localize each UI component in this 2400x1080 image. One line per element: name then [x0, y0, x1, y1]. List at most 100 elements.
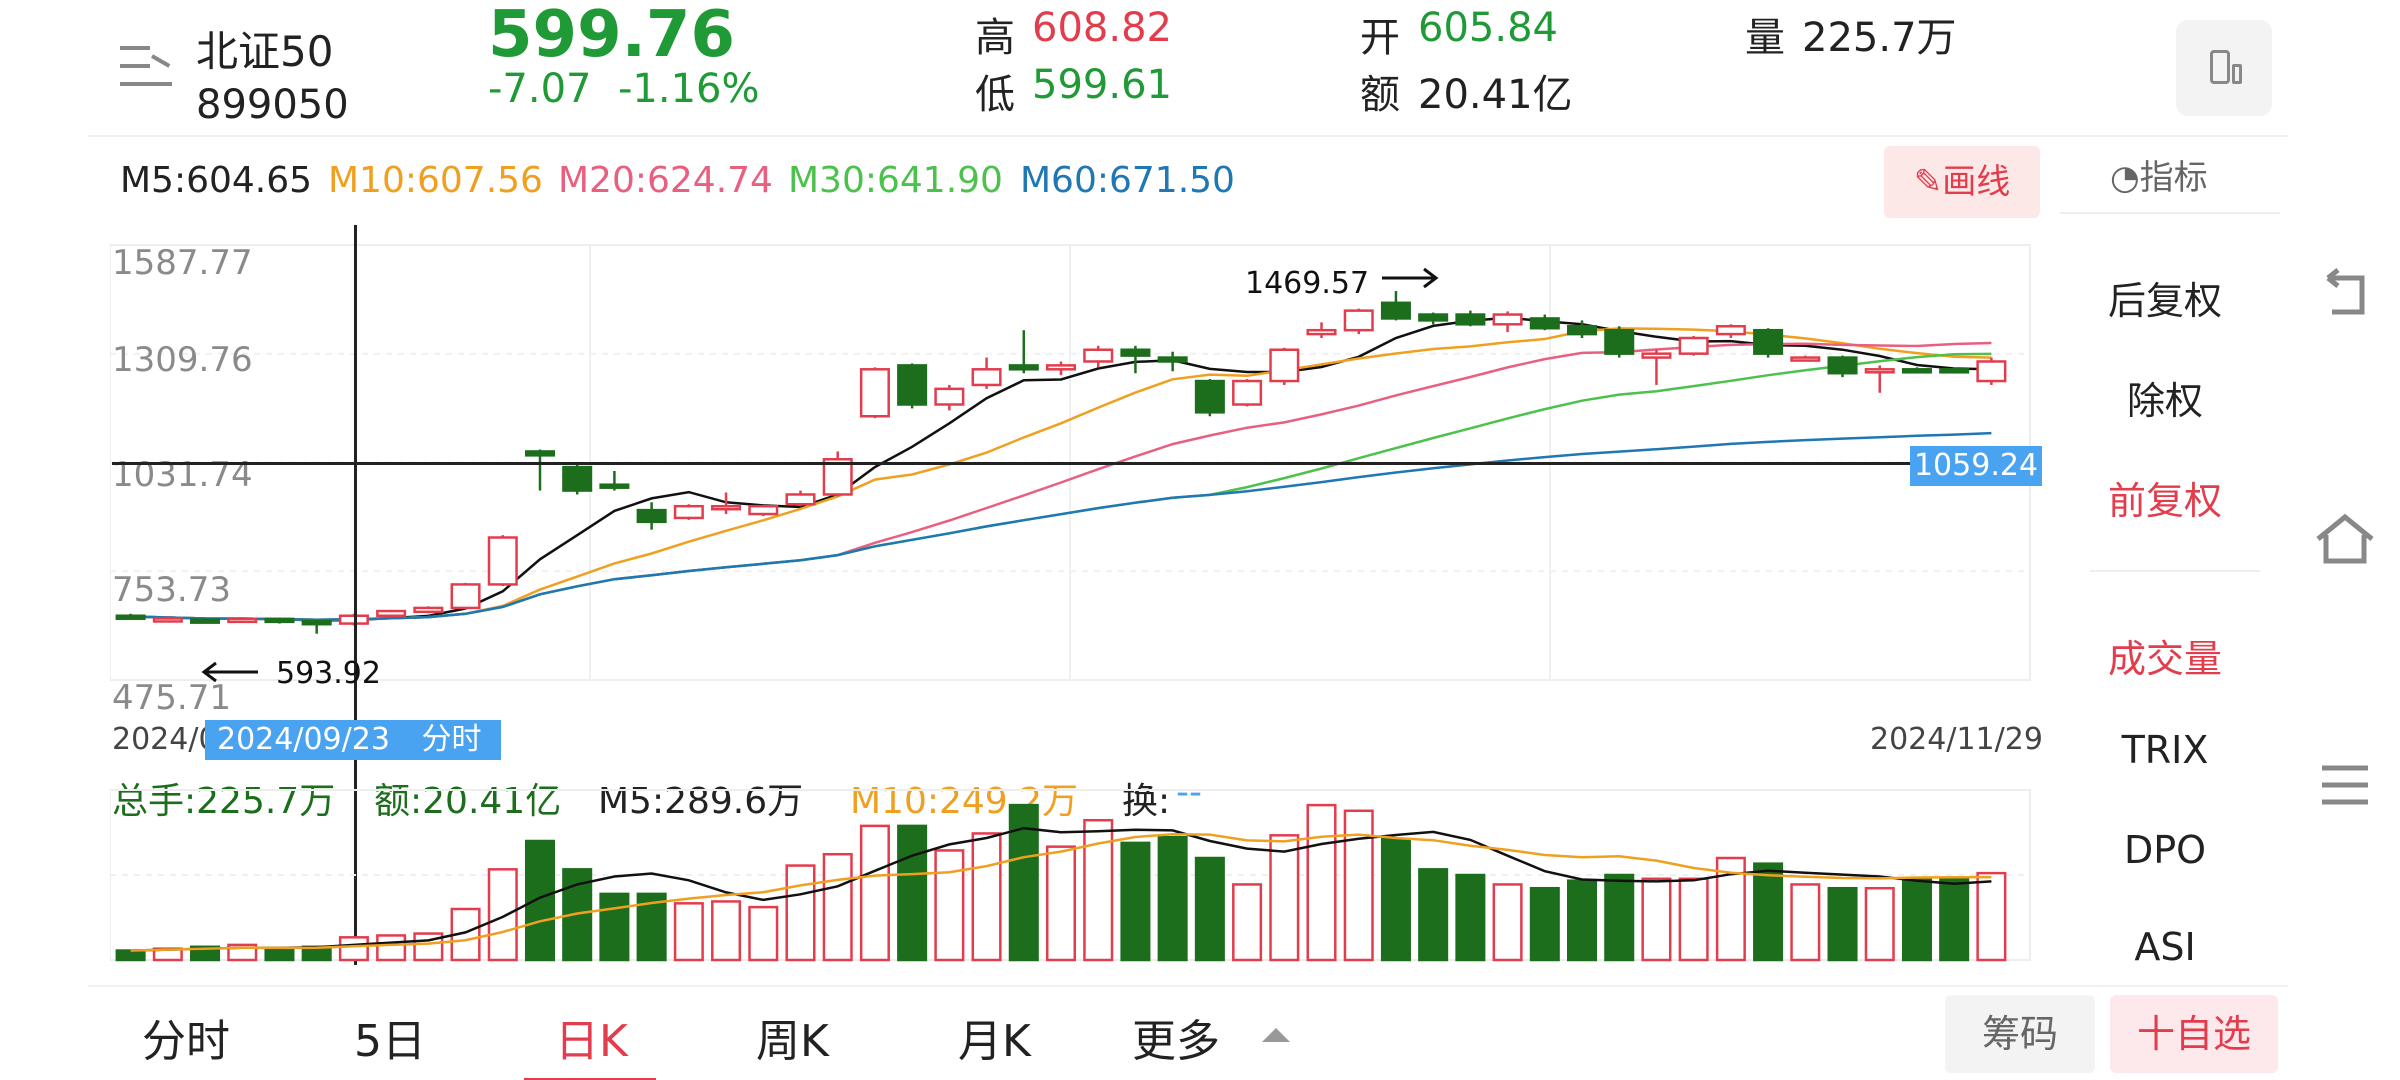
volume-bar	[971, 832, 1002, 962]
turnover-value: --	[1176, 772, 1202, 813]
ma10-label: M10:607.56	[328, 160, 543, 201]
current-price: 599.76	[488, 0, 735, 72]
chips-label: 筹码	[1981, 1012, 2058, 1056]
volume-bar	[1380, 837, 1411, 962]
date-end: 2024/11/29	[1870, 722, 2043, 757]
candle-body	[562, 465, 593, 492]
caret-up-icon[interactable]	[1262, 1028, 1290, 1042]
side-item-forward-adjusted[interactable]: 前复权	[2107, 479, 2222, 523]
volume-bar	[1864, 886, 1895, 962]
candle-body	[1976, 360, 2007, 383]
high-annotation: 1469.57	[1245, 266, 1370, 301]
side-item-trix[interactable]: TRIX	[2121, 728, 2209, 772]
back-icon[interactable]	[2310, 260, 2380, 330]
ma30-line	[130, 352, 1992, 622]
volume-bar	[1343, 809, 1374, 962]
volume-bar	[338, 936, 369, 962]
volume-bar	[1678, 877, 1709, 962]
candle-body	[152, 617, 183, 623]
side-item-volume[interactable]: 成交量	[2107, 637, 2222, 681]
candle-body	[1120, 348, 1151, 357]
vol-total: 总手:225.7万	[112, 781, 336, 822]
add-watchlist-button[interactable]: 十自选	[2110, 995, 2278, 1073]
tab-5day[interactable]: 5日	[354, 1016, 426, 1067]
recents-icon[interactable]	[2310, 750, 2380, 820]
active-tab-underline	[524, 1078, 656, 1080]
volume-bar	[1753, 862, 1784, 962]
open-label: 开	[1360, 15, 1400, 61]
volume-bar	[711, 900, 742, 962]
candle-body	[115, 614, 146, 620]
menu-icon[interactable]	[120, 42, 172, 90]
candle-body	[1901, 368, 1932, 374]
candle-body	[934, 387, 965, 406]
candle-body	[1343, 309, 1374, 332]
low-value: 599.61	[1032, 62, 1172, 108]
side-item-asi[interactable]: ASI	[2134, 925, 2196, 961]
candle-body	[413, 606, 444, 614]
candle-body	[1232, 379, 1263, 406]
volume-bar	[1157, 835, 1188, 962]
side-item-dpo[interactable]: DPO	[2123, 828, 2207, 872]
indicator-button[interactable]: ◔指标	[2110, 150, 2208, 199]
chips-button[interactable]: 筹码	[1945, 995, 2095, 1073]
ma5-label: M5:604.65	[120, 160, 313, 201]
price-axis-label: 1031.74	[112, 455, 253, 495]
candle-body	[711, 504, 742, 511]
open-value: 605.84	[1418, 5, 1558, 51]
volume-bar	[524, 839, 556, 962]
volume-bar	[1641, 877, 1672, 962]
tab-daily-k[interactable]: 日K	[555, 1016, 628, 1067]
candle-body	[859, 368, 890, 418]
volume-bar	[1976, 871, 2007, 962]
candle-body	[1008, 364, 1039, 371]
phone-icon	[2210, 50, 2230, 84]
candle-body	[785, 493, 816, 506]
device-toggle-button[interactable]	[2176, 20, 2272, 116]
candle-body	[1827, 356, 1858, 375]
crosshair-value-badge: 1059.24	[1910, 446, 2042, 486]
high-value: 608.82	[1032, 5, 1172, 51]
candlestick-chart[interactable]	[110, 225, 2040, 705]
amount-label: 额	[1360, 72, 1400, 118]
tab-weekly-k[interactable]: 周K	[756, 1016, 829, 1067]
tab-monthly-k[interactable]: 月K	[958, 1016, 1031, 1067]
tab-intraday[interactable]: 分时	[142, 1016, 230, 1067]
vol-m10: M10:249.2万	[850, 781, 1079, 822]
candle-body	[1306, 328, 1337, 336]
volume-bar	[673, 902, 704, 962]
vol-m5: M5:289.6万	[598, 781, 804, 822]
side-item-back-adjusted[interactable]: 后复权	[2107, 279, 2222, 323]
candle-body	[1157, 356, 1188, 363]
candle-body	[1939, 368, 1970, 374]
side-item-ex-rights[interactable]: 除权	[2126, 379, 2203, 423]
crosshair-date-badge[interactable]: 2024/09/23 分时 >	[205, 720, 501, 797]
pencil-icon: ✎	[1913, 162, 1943, 202]
low-annotation: 593.92	[276, 656, 381, 691]
volume-bar	[1827, 886, 1858, 962]
candle-body	[487, 536, 518, 586]
intraday-link[interactable]: 分时 >	[217, 722, 482, 797]
volume-value: 225.7万	[1802, 15, 1957, 61]
price-axis-label: 475.71	[112, 678, 231, 718]
indicator-label: 指标	[2139, 158, 2208, 198]
candle-body	[1790, 356, 1821, 362]
tab-more[interactable]: 更多	[1132, 1016, 1220, 1067]
volume-bar	[599, 892, 630, 962]
candle-body	[1678, 336, 1709, 355]
volume-bar	[1418, 868, 1449, 962]
vol-ma5-line	[130, 826, 1992, 952]
home-icon[interactable]	[2310, 505, 2380, 575]
candle-body	[1083, 348, 1114, 363]
volume-bar	[1120, 841, 1151, 962]
draw-line-button[interactable]: ✎画线	[1884, 146, 2040, 218]
volume-bar	[1939, 877, 1970, 962]
candle-body	[301, 619, 332, 626]
candle-body	[822, 458, 853, 496]
price-change: -7.07	[488, 66, 592, 112]
price-axis-label: 1587.77	[112, 243, 253, 283]
volume-chart[interactable]	[110, 775, 2040, 965]
candle-body	[1753, 328, 1784, 355]
right-arrow-icon	[1382, 267, 1439, 289]
ma60-label: M60:671.50	[1020, 160, 1235, 201]
